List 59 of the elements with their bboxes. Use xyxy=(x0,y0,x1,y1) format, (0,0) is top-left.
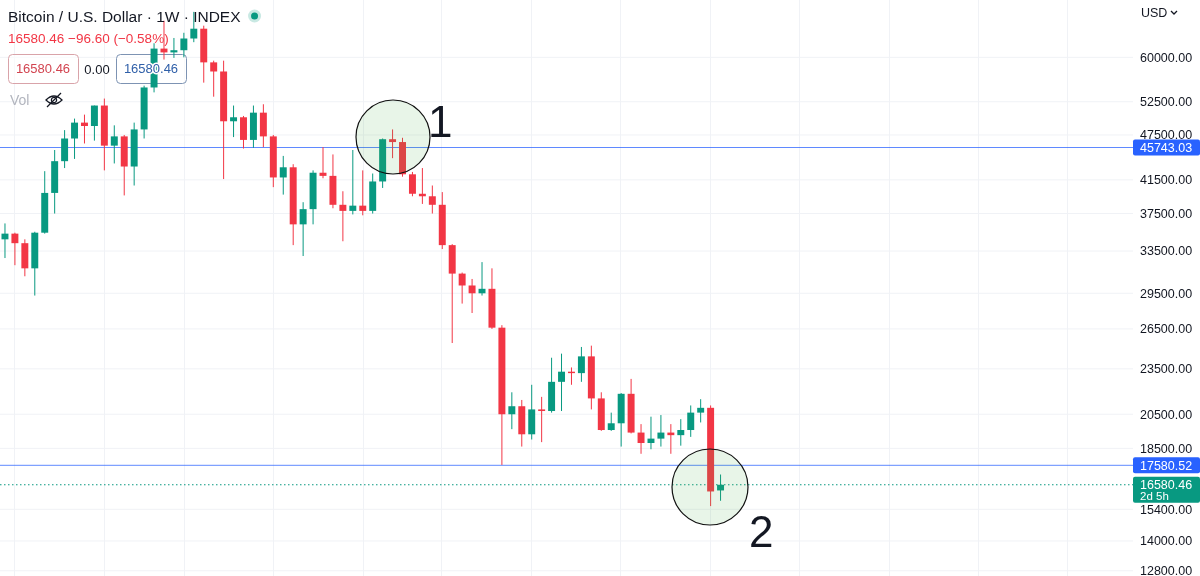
candlestick xyxy=(577,346,585,383)
candlestick xyxy=(299,201,307,257)
candlestick xyxy=(389,128,397,159)
y-tick-label: 12800.00 xyxy=(1140,564,1193,576)
candlestick xyxy=(637,423,645,455)
y-tick-label: 26500.00 xyxy=(1140,322,1193,337)
annotation: 16580.46 xyxy=(15,61,71,77)
y-tick-label: 41500.00 xyxy=(1140,173,1193,188)
y-tick-label: 18500.00 xyxy=(1140,441,1193,456)
candlestick xyxy=(71,118,79,160)
candlestick xyxy=(359,169,367,216)
candlestick xyxy=(558,353,566,412)
candlestick xyxy=(697,398,705,423)
y-tick-label: 37500.00 xyxy=(1140,206,1193,221)
y-tick-label: 47500.00 xyxy=(1140,128,1193,143)
candlestick xyxy=(61,129,69,169)
candlestick xyxy=(90,105,98,142)
ref-line-label: 45743.03 xyxy=(1140,140,1193,155)
candlestick xyxy=(428,185,436,215)
ref-line-label: 16580.46 xyxy=(1140,478,1193,493)
candlestick xyxy=(687,404,695,438)
annotation: 2 xyxy=(749,507,774,556)
candlestick xyxy=(240,115,247,150)
candlestick xyxy=(647,416,655,450)
text: 2d 5h xyxy=(1140,490,1169,503)
candlestick xyxy=(458,272,466,305)
candlestick xyxy=(259,103,267,148)
candlestick xyxy=(538,396,546,443)
y-tick-label: 14000.00 xyxy=(1140,534,1193,549)
ref-line-label: 17580.52 xyxy=(1140,458,1193,473)
candlestick xyxy=(508,391,516,430)
y-tick-label: 23500.00 xyxy=(1140,362,1193,377)
candlestick xyxy=(279,155,287,196)
candlestick xyxy=(349,149,357,215)
candlestick xyxy=(478,261,486,297)
candlestick xyxy=(110,124,118,164)
candlestick xyxy=(468,278,476,314)
candlestick xyxy=(657,414,665,448)
text: 16580.46 −96.60 (−0.58%) xyxy=(8,31,169,46)
annotation: 0.00 xyxy=(84,61,110,77)
text: Bitcoin / U.S. Dollar · 1W · INDEX xyxy=(8,8,242,25)
y-tick-label: 29500.00 xyxy=(1140,286,1193,301)
candlestick xyxy=(170,37,178,59)
y-tick-label: 52500.00 xyxy=(1140,95,1193,110)
candlestick xyxy=(677,418,685,447)
annotation: 1 xyxy=(428,97,453,146)
candlestick xyxy=(210,60,218,98)
candlestick xyxy=(11,232,19,266)
y-tick-label: 60000.00 xyxy=(1140,50,1193,65)
y-tick-label: 15400.00 xyxy=(1140,502,1193,517)
candlestick xyxy=(607,412,615,432)
y-axis-title: USD xyxy=(1141,6,1168,21)
candlestick xyxy=(408,171,416,197)
candlestick xyxy=(180,32,188,58)
y-tick-label: 20500.00 xyxy=(1140,407,1193,422)
y-tick-label: 33500.00 xyxy=(1140,244,1193,259)
candlestick xyxy=(339,190,347,242)
annotation: Vol xyxy=(10,91,30,108)
candlestick xyxy=(230,105,238,138)
